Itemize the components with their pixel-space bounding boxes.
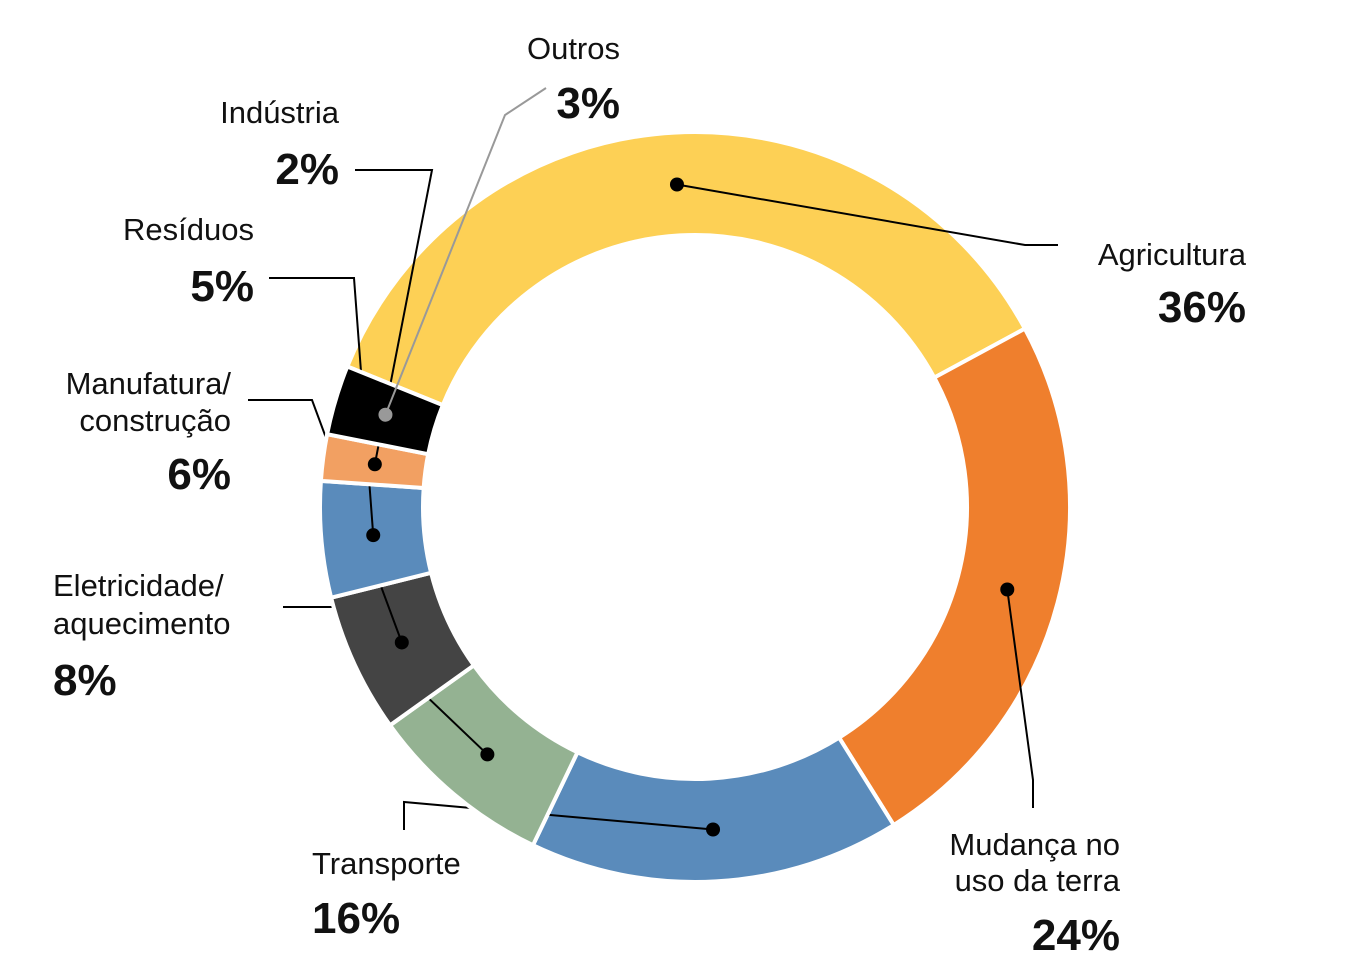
slice-value-industria: 2% — [275, 145, 339, 194]
slice-value-eletricidade-aquecimento: 8% — [53, 656, 117, 705]
slice-label-mudanca-uso-terra: Mudança no — [949, 827, 1120, 862]
slice-transporte — [530, 734, 897, 884]
leader-line-industria — [355, 169, 434, 465]
leader-line-agricultura — [676, 183, 1058, 246]
leader-dot-industria — [367, 457, 382, 472]
slice-label-mudanca-uso-terra: uso da terra — [955, 863, 1121, 898]
leader-dot-residuos — [366, 528, 381, 543]
leader-line-outros — [384, 87, 547, 416]
leader-line-mudanca-uso-terra — [1006, 589, 1034, 808]
slice-value-residuos: 5% — [190, 262, 254, 311]
slice-label-eletricidade-aquecimento: aquecimento — [53, 606, 231, 641]
slice-mudanca-uso-terra — [836, 325, 1072, 828]
leader-dot-agricultura — [669, 177, 684, 192]
slice-value-manufatura-construcao: 6% — [167, 450, 231, 499]
leader-line-transporte — [403, 800, 714, 831]
leader-dot-mudanca-uso-terra — [1000, 582, 1015, 597]
slice-value-transporte: 16% — [312, 894, 400, 943]
slice-label-industria: Indústria — [220, 95, 340, 130]
slice-value-outros: 3% — [556, 79, 620, 128]
leader-dot-outros — [378, 407, 393, 422]
leader-dot-transporte — [706, 822, 721, 837]
slice-label-agricultura: Agricultura — [1098, 237, 1247, 272]
leader-dot-eletricidade-aquecimento — [480, 747, 495, 762]
slice-label-transporte: Transporte — [312, 846, 461, 881]
slice-label-manufatura-construcao: Manufatura/ — [66, 366, 232, 401]
leader-dot-manufatura-construcao — [394, 635, 409, 650]
slice-agricultura — [344, 130, 1028, 408]
slice-label-eletricidade-aquecimento: Eletricidade/ — [53, 568, 224, 603]
slice-value-mudanca-uso-terra: 24% — [1032, 911, 1120, 960]
slice-label-outros: Outros — [527, 31, 620, 66]
slice-value-agricultura: 36% — [1158, 283, 1246, 332]
slice-label-manufatura-construcao: construção — [79, 403, 231, 438]
slice-label-residuos: Resíduos — [123, 212, 254, 247]
